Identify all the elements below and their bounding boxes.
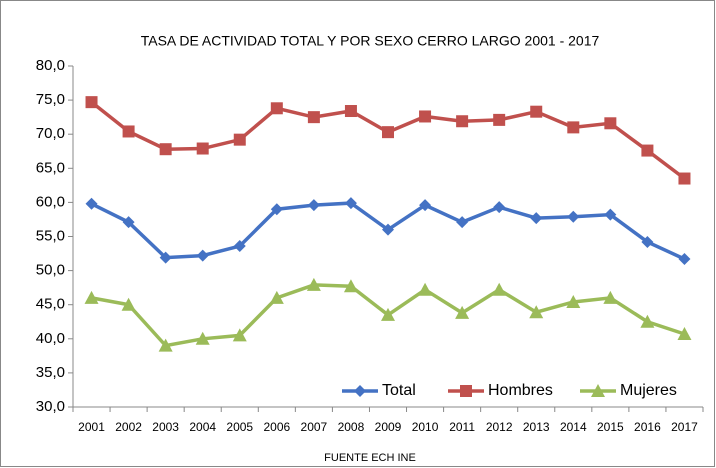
marker — [567, 121, 580, 134]
x-tick-label: 2007 — [301, 420, 328, 434]
y-tick-label: 80,0 — [36, 57, 65, 74]
legend-label: Mujeres — [620, 382, 677, 399]
y-tick-label: 65,0 — [36, 159, 65, 176]
marker — [354, 385, 366, 397]
marker — [85, 197, 98, 210]
marker — [270, 203, 283, 216]
marker — [84, 290, 99, 304]
marker — [307, 111, 320, 124]
marker — [122, 125, 135, 138]
marker — [492, 282, 507, 296]
marker — [121, 297, 136, 311]
marker — [382, 126, 394, 139]
marker — [122, 216, 135, 229]
x-tick-label: 2010 — [412, 420, 439, 434]
source-note: FUENTE ECH INE — [324, 452, 416, 464]
y-tick-label: 55,0 — [36, 227, 65, 244]
y-tick-label: 35,0 — [36, 364, 65, 381]
x-tick-label: 2004 — [189, 420, 216, 434]
x-tick-label: 2011 — [449, 420, 475, 434]
x-tick-label: 2003 — [152, 420, 179, 434]
marker — [270, 102, 283, 115]
marker — [530, 212, 543, 225]
x-tick-label: 2009 — [375, 420, 402, 434]
marker — [456, 115, 469, 128]
marker — [641, 144, 654, 157]
marker — [678, 172, 691, 185]
marker — [678, 253, 691, 266]
x-tick-label: 2017 — [671, 420, 698, 434]
y-tick-label: 75,0 — [36, 91, 65, 108]
marker — [195, 331, 210, 345]
marker — [85, 96, 98, 109]
y-tick-label: 45,0 — [36, 296, 65, 313]
x-tick-label: 2015 — [597, 420, 624, 434]
x-tick-label: 2013 — [523, 420, 550, 434]
marker — [641, 235, 654, 248]
marker — [419, 110, 432, 123]
marker — [529, 305, 544, 319]
marker — [196, 142, 209, 155]
marker — [419, 199, 432, 212]
marker — [269, 290, 284, 304]
marker — [344, 105, 357, 118]
marker — [159, 251, 172, 264]
marker — [566, 294, 581, 308]
x-tick-label: 2006 — [263, 420, 290, 434]
marker — [381, 307, 395, 321]
x-tick-label: 2008 — [338, 420, 365, 434]
marker — [460, 385, 472, 397]
y-tick-label: 40,0 — [36, 330, 65, 347]
marker — [382, 223, 394, 236]
marker — [158, 338, 173, 352]
x-tick-label: 2014 — [560, 420, 587, 434]
marker — [456, 216, 469, 229]
chart-title: TASA DE ACTIVIDAD TOTAL Y POR SEXO CERRO… — [141, 33, 600, 49]
marker — [344, 197, 357, 210]
marker — [677, 327, 692, 341]
marker — [604, 208, 617, 221]
marker — [343, 279, 358, 293]
marker — [418, 282, 433, 296]
x-tick-label: 2001 — [78, 420, 105, 434]
marker — [233, 240, 246, 253]
y-tick-label: 70,0 — [36, 125, 65, 142]
marker — [159, 143, 172, 156]
y-tick-label: 50,0 — [36, 262, 65, 279]
marker — [232, 328, 247, 342]
marker — [233, 133, 246, 146]
x-tick-label: 2005 — [226, 420, 253, 434]
marker — [196, 249, 209, 262]
marker — [591, 384, 605, 397]
x-tick-label: 2002 — [115, 420, 142, 434]
y-tick-label: 60,0 — [36, 193, 65, 210]
marker — [493, 113, 506, 126]
marker — [567, 210, 580, 223]
legend-label: Hombres — [488, 382, 553, 399]
marker — [307, 199, 320, 212]
marker — [493, 201, 506, 214]
legend-label: Total — [382, 382, 416, 399]
marker — [604, 117, 617, 130]
x-tick-label: 2016 — [634, 420, 661, 434]
marker — [306, 277, 321, 291]
marker — [455, 305, 470, 319]
x-tick-label: 2012 — [486, 420, 513, 434]
marker — [640, 314, 655, 328]
marker — [603, 290, 618, 304]
y-tick-label: 30,0 — [36, 398, 65, 415]
marker — [530, 105, 543, 118]
